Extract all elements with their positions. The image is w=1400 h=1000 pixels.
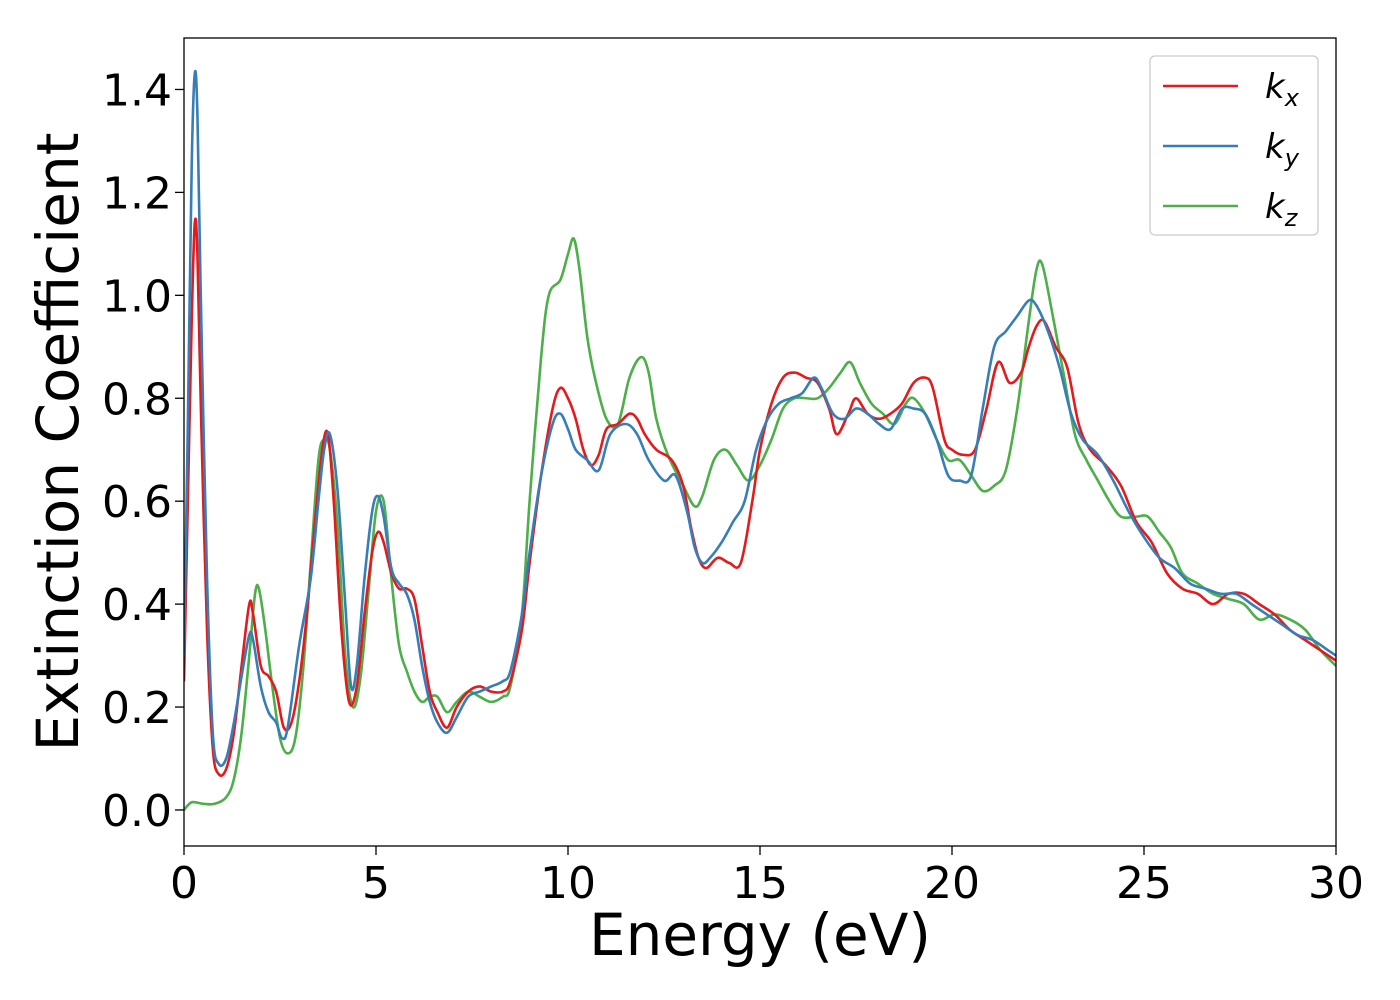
x-axis-title: Energy (eV) — [589, 901, 931, 969]
y-axis-title: Extinction Coefficient — [24, 133, 92, 752]
x-tick-label: 5 — [362, 858, 390, 909]
plot-background — [184, 38, 1336, 846]
y-tick-label: 1.4 — [102, 65, 172, 116]
legend-label-k-z: kz — [1265, 187, 1299, 232]
y-axis: 0.0 0.2 0.4 0.6 0.8 1.0 1.2 1.4 — [102, 65, 184, 837]
x-tick-label: 10 — [540, 858, 596, 909]
x-axis: 0 5 10 15 20 25 30 — [170, 846, 1364, 909]
x-tick-label: 0 — [170, 858, 198, 909]
y-tick-label: 0.8 — [102, 374, 172, 425]
y-tick-label: 0.6 — [102, 477, 172, 528]
x-tick-label: 15 — [732, 858, 788, 909]
legend-label-k-x: kx — [1265, 67, 1300, 112]
legend-label-subscript: x — [1284, 84, 1300, 112]
legend-label-base: k — [1265, 187, 1286, 227]
y-tick-label: 1.2 — [102, 168, 172, 219]
x-tick-label: 30 — [1308, 858, 1364, 909]
legend-label-base: k — [1265, 127, 1286, 167]
y-tick-label: 0.0 — [102, 786, 172, 837]
series-line-k-y — [184, 69, 1336, 768]
legend-label-base: k — [1265, 67, 1286, 107]
series-layer — [184, 69, 1336, 811]
x-tick-label: 25 — [1116, 858, 1172, 909]
x-tick-label: 20 — [924, 858, 980, 909]
legend-label-subscript: z — [1284, 204, 1299, 232]
y-tick-label: 0.2 — [102, 683, 172, 734]
legend-label-subscript: y — [1284, 144, 1300, 172]
y-tick-label: 0.4 — [102, 580, 172, 631]
y-tick-label: 1.0 — [102, 271, 172, 322]
legend-label-k-y: ky — [1265, 127, 1300, 172]
